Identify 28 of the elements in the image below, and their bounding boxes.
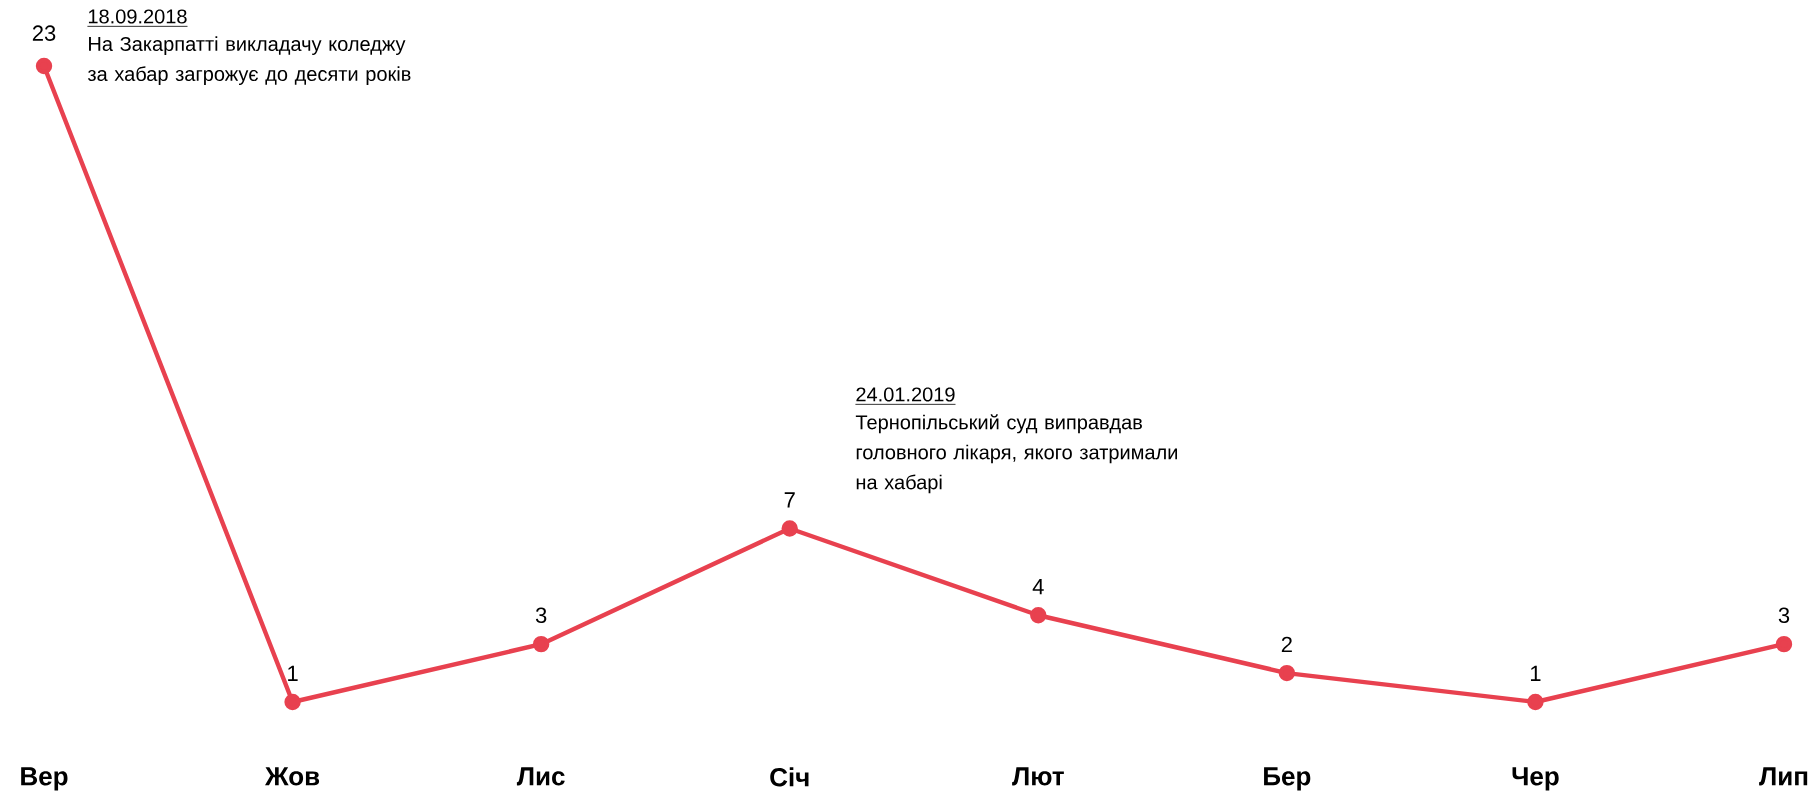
data-label: 3 xyxy=(535,607,547,623)
data-label: 2 xyxy=(1281,636,1292,652)
x-tick-label: Лис xyxy=(516,767,565,786)
point xyxy=(1278,664,1296,682)
x-tick-label: Лип xyxy=(1759,767,1808,786)
data-label: 7 xyxy=(784,492,795,508)
annotation: На Закарпатті викладачу коледжу за хабар загрожує до десяти років xyxy=(87,36,411,85)
x-tick-label: Жов xyxy=(265,767,320,786)
point xyxy=(1775,635,1793,653)
x-tick-label: Вер xyxy=(21,767,68,791)
data-label: 1 xyxy=(288,665,298,681)
annotation: 24.01.2019 xyxy=(856,387,955,402)
point xyxy=(284,693,301,711)
point xyxy=(35,57,53,75)
data-label: 1 xyxy=(1530,665,1541,681)
x-tick-label: Лют xyxy=(1012,767,1064,786)
text: 18.09.2018 xyxy=(88,9,187,24)
x-tick-label: Бер xyxy=(1264,767,1311,791)
data-label: 23 xyxy=(32,25,56,41)
point xyxy=(532,635,550,653)
point xyxy=(1030,606,1047,624)
x-tick-label: Січ xyxy=(770,767,809,787)
annotation: Тернопільський суд виправдав головного лікаря, якого затримали на хабарі xyxy=(855,414,1177,494)
x-tick-label: Чер xyxy=(1512,767,1559,791)
point xyxy=(1527,693,1544,711)
point xyxy=(781,520,798,537)
data-label: 3 xyxy=(1778,607,1790,623)
data-label: 4 xyxy=(1032,578,1044,595)
